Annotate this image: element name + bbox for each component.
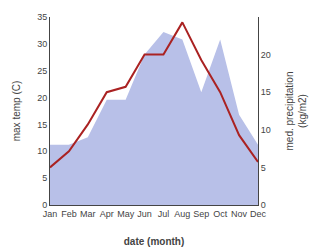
svg-text:Oct: Oct <box>213 209 228 219</box>
svg-text:10: 10 <box>37 146 47 156</box>
svg-text:max temp (C): max temp (C) <box>11 81 22 142</box>
svg-text:Apr: Apr <box>100 209 114 219</box>
svg-text:date (month): date (month) <box>124 236 185 247</box>
svg-text:Feb: Feb <box>61 209 77 219</box>
svg-text:30: 30 <box>37 39 47 49</box>
svg-text:Jan: Jan <box>43 209 58 219</box>
svg-text:10: 10 <box>261 125 271 135</box>
svg-text:5: 5 <box>261 163 266 173</box>
svg-text:5: 5 <box>42 173 47 183</box>
svg-text:Jun: Jun <box>137 209 152 219</box>
svg-text:med. precipitation(kg/m2): med. precipitation(kg/m2) <box>284 72 308 151</box>
svg-text:20: 20 <box>261 50 271 60</box>
svg-text:0: 0 <box>261 200 266 210</box>
svg-text:0: 0 <box>42 200 47 210</box>
svg-text:35: 35 <box>37 12 47 22</box>
svg-text:Aug: Aug <box>174 209 190 219</box>
svg-text:Mar: Mar <box>80 209 96 219</box>
svg-text:15: 15 <box>37 120 47 130</box>
svg-text:15: 15 <box>261 87 271 97</box>
svg-text:Sep: Sep <box>193 209 209 219</box>
svg-text:Nov: Nov <box>231 209 248 219</box>
svg-text:20: 20 <box>37 93 47 103</box>
svg-text:25: 25 <box>37 66 47 76</box>
svg-text:Dec: Dec <box>250 209 267 219</box>
svg-text:May: May <box>117 209 135 219</box>
svg-text:Jul: Jul <box>158 209 170 219</box>
